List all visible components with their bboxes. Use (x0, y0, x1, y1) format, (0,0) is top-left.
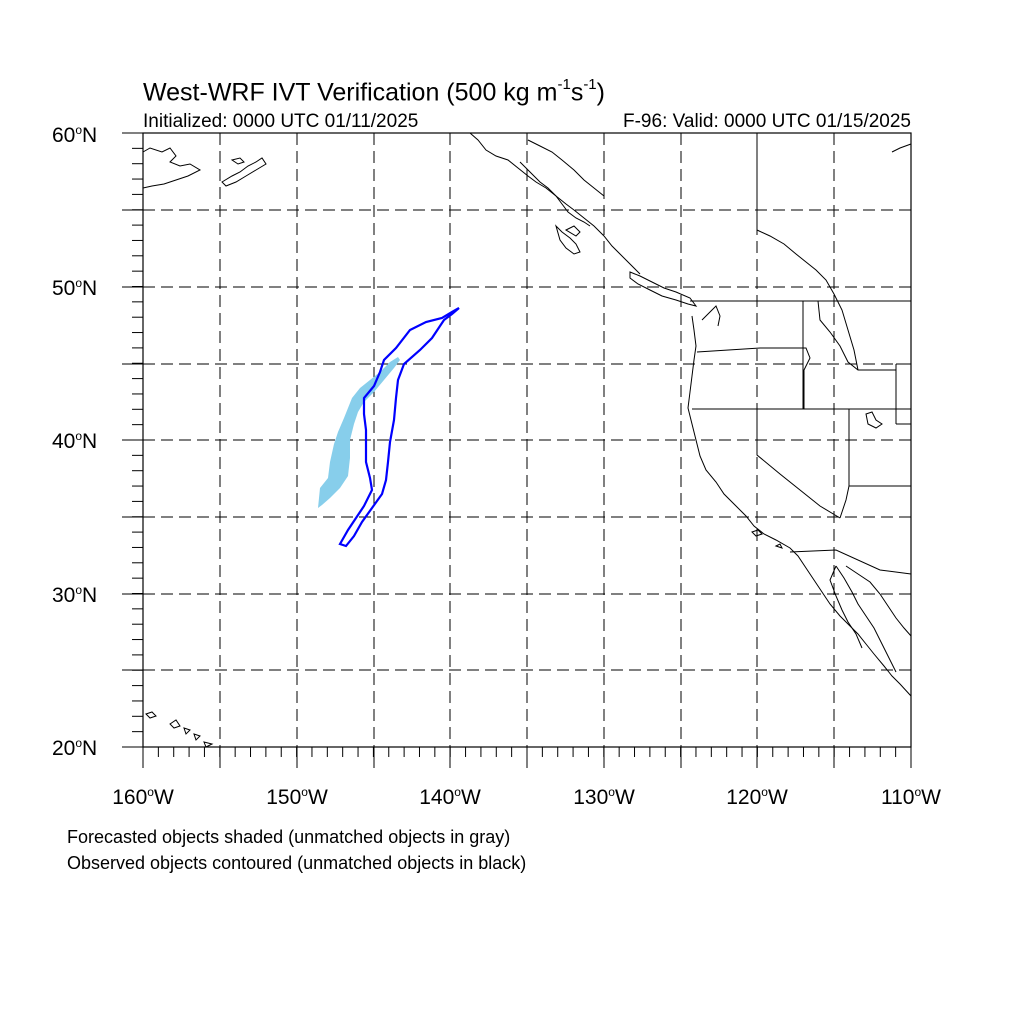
map-title: West-WRF IVT Verification (500 kg m-1s-1… (143, 76, 605, 107)
lat-label-40: 40oN (52, 429, 98, 453)
caption-observed: Observed objects contoured (unmatched ob… (67, 853, 527, 873)
axis-ticks (122, 132, 912, 768)
lat-label-30: 30oN (52, 583, 98, 607)
minor-ticks (132, 132, 912, 757)
forecast-object (318, 357, 400, 508)
great-salt-lake (865, 411, 883, 429)
observed-contour (338, 307, 460, 548)
caption-forecast: Forecasted objects shaded (unmatched obj… (67, 827, 511, 847)
lon-label-110w: 110oW (881, 785, 941, 809)
lon-label-130w: 130oW (573, 785, 635, 809)
valid-time-label: F-96: Valid: 0000 UTC 01/15/2025 (623, 111, 911, 132)
lat-label-50: 50oN (52, 276, 98, 300)
lon-label-150w: 150oW (266, 785, 328, 809)
lon-label-160w: 160oW (112, 785, 174, 809)
political-borders (690, 133, 912, 575)
lat-label-60: 60oN (52, 123, 98, 147)
lon-label-140w: 140oW (419, 785, 481, 809)
plot-frame (142, 132, 912, 748)
grid-lines (143, 133, 911, 747)
lat-label-20: 20oN (52, 736, 98, 760)
initialized-label: Initialized: 0000 UTC 01/11/2025 (143, 111, 419, 132)
coastline (142, 132, 912, 748)
lon-label-120w: 120oW (726, 785, 788, 809)
